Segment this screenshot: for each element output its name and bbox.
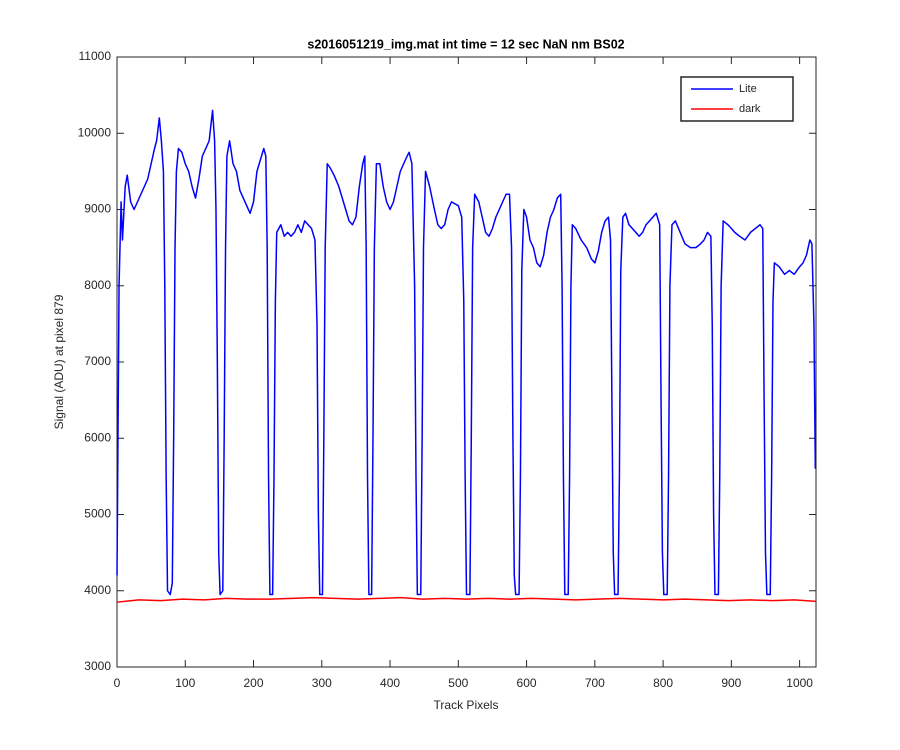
y-tick-label: 10000: [78, 125, 112, 139]
x-tick-label: 300: [312, 676, 332, 690]
y-tick-label: 11000: [79, 49, 112, 63]
x-tick-label: 0: [114, 676, 121, 690]
legend-label: Lite: [739, 83, 757, 95]
x-tick-label: 200: [244, 676, 264, 690]
x-tick-label: 900: [721, 676, 741, 690]
x-tick-label: 1000: [786, 676, 813, 690]
y-tick-label: 3000: [84, 659, 111, 673]
y-tick-label: 5000: [84, 507, 111, 521]
x-axis-label: Track Pixels: [434, 698, 499, 712]
y-axis-label: Signal (ADU) at pixel 879: [52, 294, 66, 429]
x-tick-label: 800: [653, 676, 673, 690]
x-tick-label: 400: [380, 676, 400, 690]
legend-label: dark: [739, 103, 761, 115]
series-line: [116, 596, 817, 603]
y-tick-label: 6000: [84, 430, 111, 444]
x-tick-label: 700: [585, 676, 605, 690]
series-line: [116, 109, 817, 596]
chart-title: s2016051219_img.mat int time = 12 sec Na…: [307, 37, 624, 51]
x-tick-label: 100: [175, 676, 195, 690]
legend-box: [680, 76, 794, 122]
y-tick-label: 9000: [84, 202, 111, 216]
x-tick-label: 600: [517, 676, 537, 690]
y-tick-label: 4000: [84, 583, 111, 597]
y-tick-label: 8000: [84, 278, 111, 292]
x-tick-label: 500: [448, 676, 468, 690]
y-tick-label: 7000: [84, 354, 111, 368]
